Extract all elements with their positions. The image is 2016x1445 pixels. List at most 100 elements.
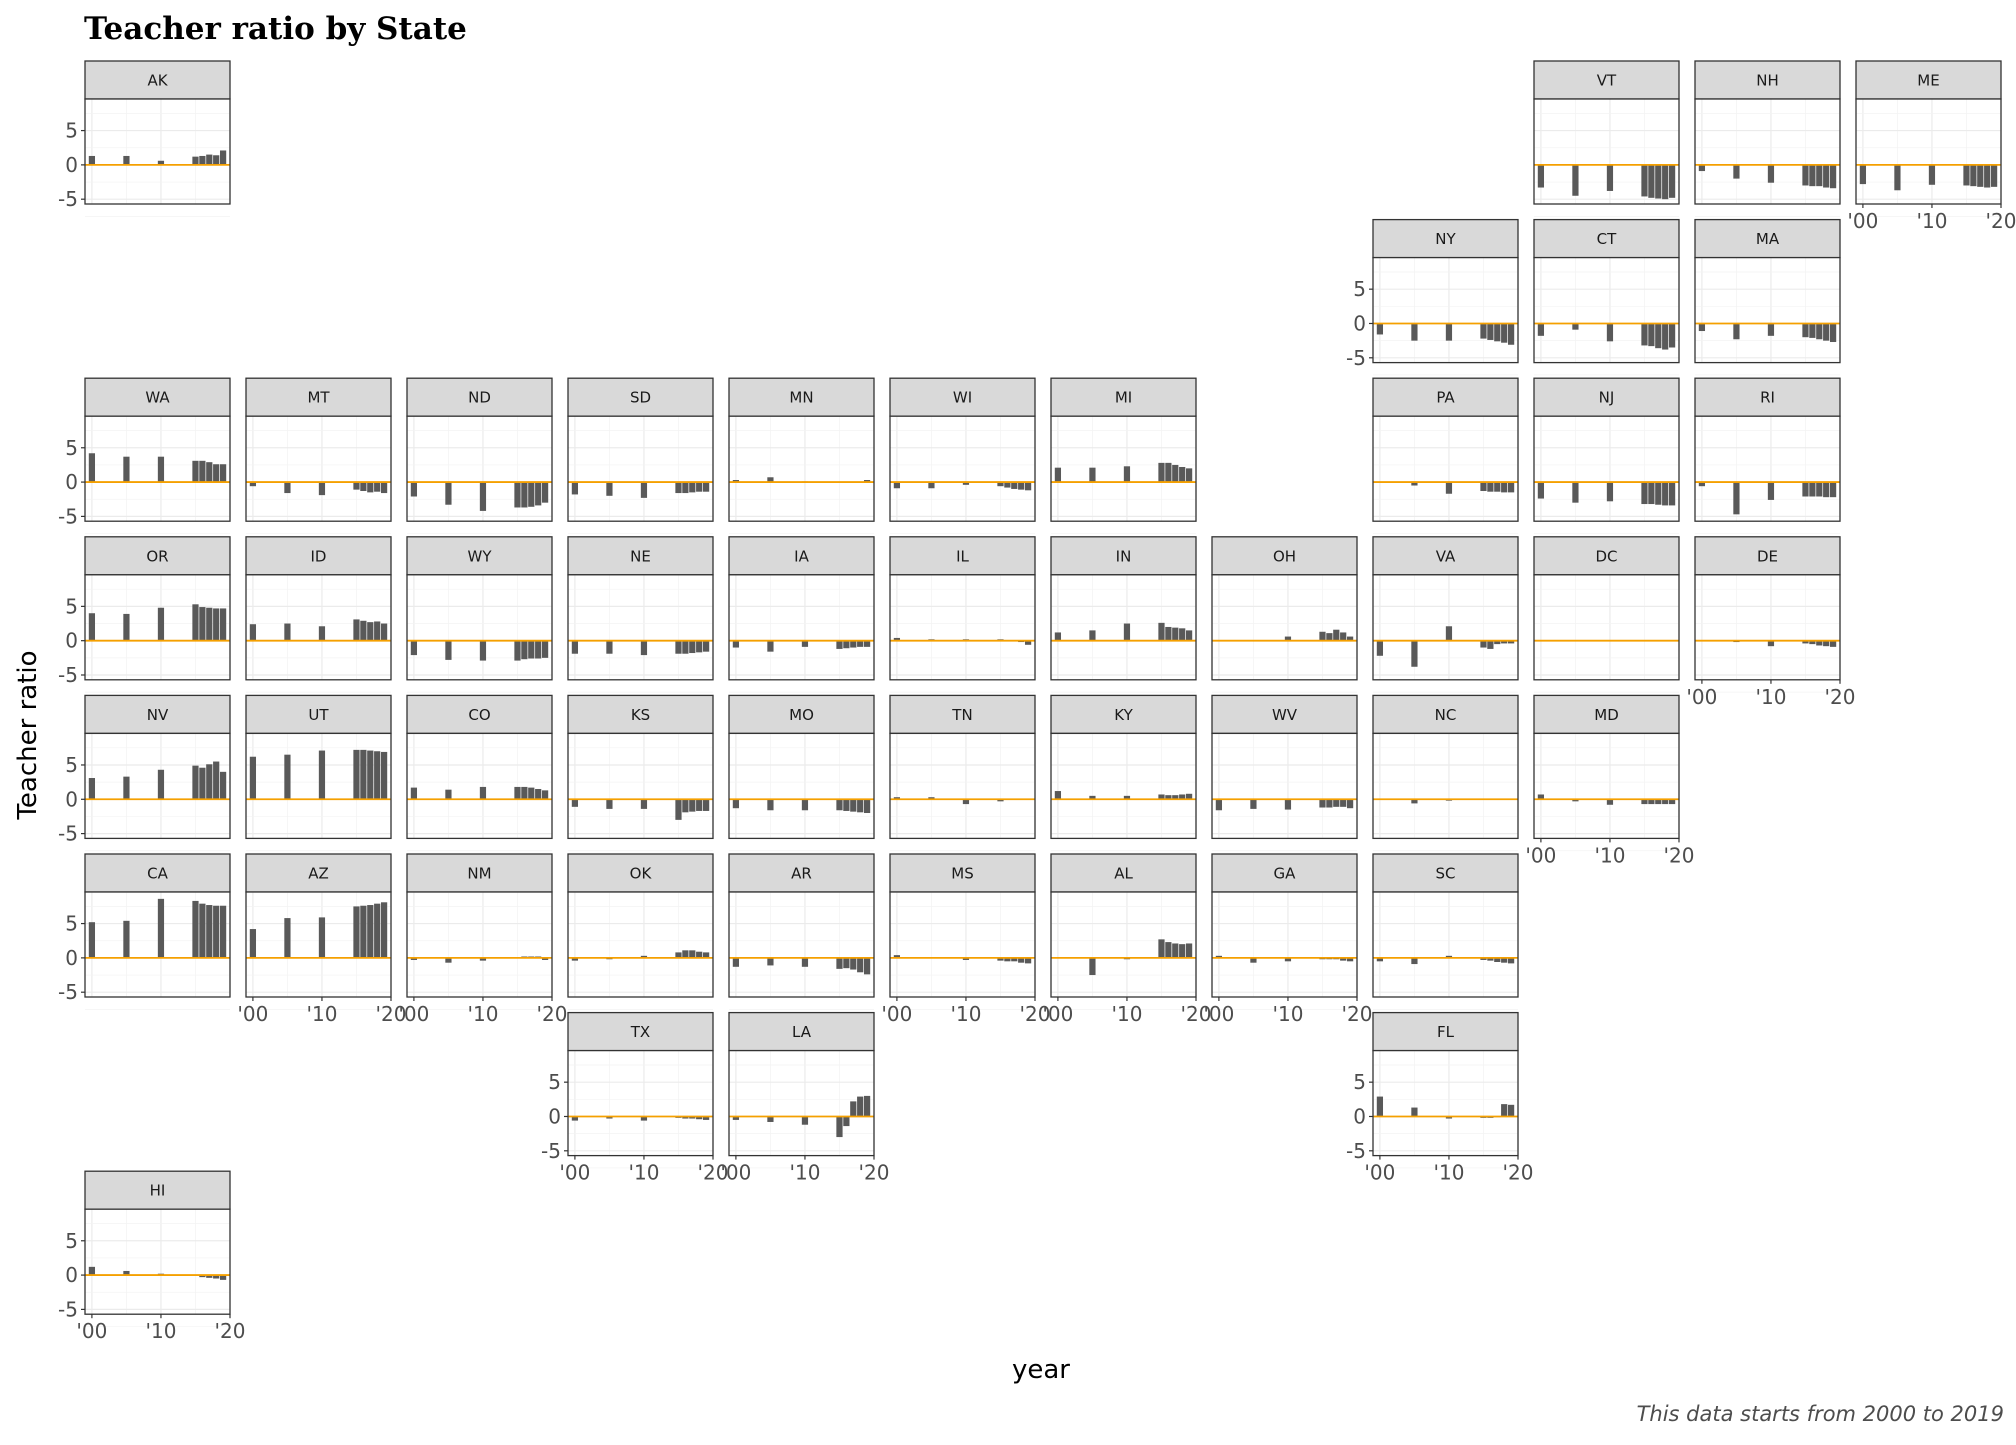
panel-bg bbox=[568, 575, 713, 680]
bar-ok-2018 bbox=[696, 952, 702, 958]
bar-ri-2019 bbox=[1830, 482, 1836, 497]
bar-ri-2015 bbox=[1802, 482, 1808, 496]
chart-caption: This data starts from 2000 to 2019 bbox=[1637, 1402, 2004, 1426]
y-tick-label: 5 bbox=[1353, 277, 1366, 301]
panel-nd: ND bbox=[407, 378, 552, 533]
bar-ny-2018 bbox=[1501, 323, 1507, 342]
panel-or: OR-505 bbox=[58, 537, 230, 692]
bar-pa-2018 bbox=[1501, 482, 1507, 492]
bar-vt-2019 bbox=[1669, 165, 1675, 198]
strip-label: RI bbox=[1760, 389, 1775, 407]
bar-ny-2019 bbox=[1508, 323, 1514, 344]
bar-ks-2000 bbox=[572, 799, 578, 807]
panel-bg bbox=[1212, 575, 1357, 680]
y-tick-label: 5 bbox=[548, 1070, 561, 1094]
bar-ca-2017 bbox=[206, 905, 212, 958]
bar-az-2015 bbox=[353, 906, 359, 957]
panel-ne: NE bbox=[568, 537, 713, 692]
bar-nd-2019 bbox=[542, 482, 548, 503]
panel-bg bbox=[1212, 733, 1357, 838]
bar-pa-2010 bbox=[1446, 482, 1452, 494]
bar-nd-2016 bbox=[521, 482, 527, 507]
bar-wa-2017 bbox=[206, 462, 212, 482]
bar-nd-2005 bbox=[445, 482, 451, 505]
bar-wy-2010 bbox=[480, 641, 486, 661]
bar-mt-2010 bbox=[319, 482, 325, 495]
bar-ct-2019 bbox=[1669, 323, 1675, 347]
bar-nh-2019 bbox=[1830, 165, 1836, 188]
strip-label: DC bbox=[1595, 547, 1617, 565]
x-tick-label: '20 bbox=[1342, 1002, 1373, 1026]
x-tick-label: '00 bbox=[1042, 1002, 1073, 1026]
bar-wa-2010 bbox=[158, 457, 164, 482]
bar-ar-2010 bbox=[802, 958, 808, 967]
bar-mo-2010 bbox=[802, 799, 808, 810]
panel-al: AL'00'10'20 bbox=[1042, 854, 1211, 1026]
x-tick-label: '20 bbox=[1503, 1161, 1534, 1185]
bar-nh-2018 bbox=[1823, 165, 1829, 188]
y-tick-label: -5 bbox=[541, 1139, 561, 1163]
bar-vt-2018 bbox=[1662, 165, 1668, 199]
bar-nj-2000 bbox=[1538, 482, 1544, 498]
bar-nv-2010 bbox=[158, 770, 164, 800]
panel-nh: NH bbox=[1695, 61, 1840, 216]
bar-ks-2010 bbox=[641, 799, 647, 809]
y-tick-label: 5 bbox=[65, 912, 78, 936]
panel-ct: CT bbox=[1534, 220, 1679, 375]
bar-mo-2017 bbox=[850, 799, 856, 811]
bar-ct-2018 bbox=[1662, 323, 1668, 349]
bar-wi-2019 bbox=[1025, 482, 1031, 490]
bar-nh-2017 bbox=[1816, 165, 1822, 186]
bar-ma-2016 bbox=[1809, 323, 1815, 337]
x-tick-label: '00 bbox=[1203, 1002, 1234, 1026]
bar-ct-2015 bbox=[1641, 323, 1647, 345]
bar-nh-2000 bbox=[1699, 165, 1705, 171]
y-tick-label: -5 bbox=[58, 822, 78, 846]
bar-wy-2005 bbox=[445, 641, 451, 660]
bar-pa-2017 bbox=[1494, 482, 1500, 492]
panel-bg bbox=[1373, 416, 1518, 521]
x-tick-label: '00 bbox=[76, 1319, 107, 1343]
panel-me: ME'00'10'20 bbox=[1847, 61, 2016, 233]
bar-or-2019 bbox=[220, 608, 226, 640]
bar-al-2017 bbox=[1172, 943, 1178, 957]
strip-label: IA bbox=[794, 547, 809, 565]
bar-ma-2018 bbox=[1823, 323, 1829, 340]
panel-bg bbox=[1051, 575, 1196, 680]
bar-ak-2000 bbox=[89, 156, 95, 165]
panel-bg bbox=[246, 416, 391, 521]
bar-vt-2010 bbox=[1607, 165, 1613, 191]
bar-sd-2005 bbox=[606, 482, 612, 496]
bar-nj-2010 bbox=[1607, 482, 1613, 501]
bar-wy-2000 bbox=[411, 641, 417, 655]
bar-ne-2017 bbox=[689, 641, 695, 653]
y-tick-label: 0 bbox=[65, 629, 78, 653]
bar-wa-2015 bbox=[192, 461, 198, 482]
x-tick-label: '10 bbox=[1111, 1002, 1142, 1026]
strip-label: PA bbox=[1436, 389, 1455, 407]
bar-ak-2015 bbox=[192, 157, 198, 165]
y-tick-label: -5 bbox=[58, 504, 78, 528]
bar-ri-2016 bbox=[1809, 482, 1815, 496]
bar-al-2005 bbox=[1089, 958, 1095, 975]
bar-la-2019 bbox=[864, 1096, 870, 1117]
x-tick-label: '10 bbox=[1272, 1002, 1303, 1026]
bar-wi-2005 bbox=[928, 482, 934, 488]
bar-in-2017 bbox=[1172, 628, 1178, 641]
bar-or-2015 bbox=[192, 604, 198, 640]
bar-ne-2005 bbox=[606, 641, 612, 654]
bar-ar-2018 bbox=[857, 958, 863, 972]
strip-label: VT bbox=[1597, 72, 1617, 90]
bar-ia-2019 bbox=[864, 641, 870, 647]
bar-ct-2005 bbox=[1572, 323, 1578, 329]
bar-al-2018 bbox=[1179, 944, 1185, 958]
y-tick-label: 5 bbox=[65, 436, 78, 460]
bar-nv-2017 bbox=[206, 764, 212, 799]
bar-co-2016 bbox=[521, 787, 527, 799]
x-tick-label: '20 bbox=[215, 1319, 246, 1343]
panel-bg bbox=[729, 733, 874, 838]
x-tick-label: '00 bbox=[1525, 843, 1556, 867]
panel-sd: SD bbox=[568, 378, 713, 533]
bar-ia-2016 bbox=[843, 641, 849, 649]
